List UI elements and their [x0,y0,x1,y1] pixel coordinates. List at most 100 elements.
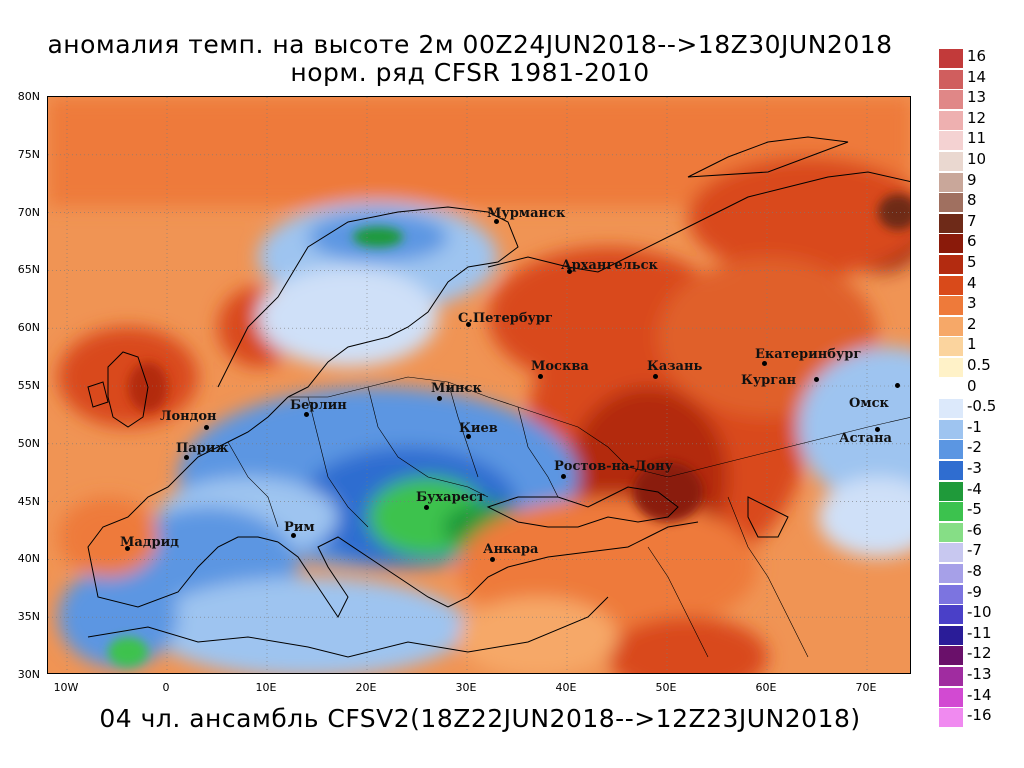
city-label-bucharest: Бухарест [416,490,485,505]
city-label-kyiv: Киев [459,421,498,436]
colorbar-label: -1 [967,417,982,436]
city-marker-astana [875,427,880,432]
colorbar-swatch [939,440,963,460]
lat-label-75n: 75N [17,148,40,161]
colorbar-label: 16 [967,47,987,65]
colorbar-label: -3 [967,459,982,477]
colorbar-label: -7 [967,541,982,560]
city-label-omsk: Омск [849,396,889,411]
lat-label-70n: 70N [17,206,40,219]
colorbar-label: 12 [967,108,987,127]
city-marker-kurgan [814,377,819,382]
city-marker-bucharest [424,505,429,510]
colorbar-swatch [939,687,963,707]
colorbar-swatch [939,316,963,336]
colorbar-swatch [939,584,963,604]
colorbar-label: -6 [967,520,982,539]
map-canvas [48,97,910,673]
ensemble-caption: 04 чл. ансамбль CFSV2(18Z22JUN2018-->12Z… [99,704,861,733]
lat-label-65n: 65N [17,263,40,276]
lon-label-30e: 30E [455,681,477,694]
colorbar-swatch [939,605,963,625]
colorbar-swatch [939,275,963,295]
colorbar-swatch [939,234,963,254]
colorbar-label: 8 [967,191,977,210]
colorbar-swatch [939,481,963,501]
colorbar-swatch [939,502,963,522]
colorbar-label: -2 [967,438,982,457]
colorbar-label: 14 [967,67,987,86]
colorbar-label: 4 [967,273,977,292]
city-marker-madrid [125,546,130,551]
colorbar-swatch [939,419,963,439]
colorbar-label: 11 [967,129,987,148]
colorbar-swatch [939,625,963,645]
city-marker-paris [184,455,189,460]
lon-label-10e: 10E [255,681,277,694]
map-title: аномалия темп. на высоте 2м 00Z24JUN2018… [47,30,893,59]
temperature-anomaly-map [47,96,911,674]
city-label-paris: Париж [176,441,229,456]
lon-label-60e: 60E [755,681,777,694]
colorbar-label: -0.5 [967,397,997,416]
city-marker-murmansk [494,219,499,224]
colorbar-label: -8 [967,562,982,580]
colorbar-swatch [939,543,963,563]
city-label-kazan: Казань [647,359,703,374]
colorbar-label: 3 [967,294,977,313]
colorbar-label: -14 [967,685,992,704]
lat-label-30n: 30N [17,668,40,681]
city-label-st-petersburg: С.Петербург [458,311,553,326]
colorbar-swatch [939,522,963,542]
colorbar-swatch [939,90,963,110]
colorbar-label: -11 [967,623,992,642]
city-label-yekaterinburg: Екатеринбург [755,347,862,362]
colorbar-swatch [939,378,963,398]
colorbar-label: 1 [967,335,977,354]
colorbar-label: 2 [967,314,977,333]
city-marker-kyiv [466,434,471,439]
city-label-arkhangelsk: Архангельск [561,258,658,273]
lat-label-40n: 40N [17,552,40,565]
city-marker-arkhangelsk [567,269,572,274]
colorbar-label: 0.5 [967,356,991,374]
colorbar-swatch [939,131,963,151]
city-label-astana: Астана [839,431,892,446]
colorbar-label: -10 [967,603,992,622]
lon-label-20e: 20E [355,681,377,694]
city-label-minsk: Минск [431,381,482,396]
city-label-kurgan: Курган [741,373,797,388]
colorbar-swatch [939,69,963,89]
colorbar-label: 7 [967,211,977,230]
city-label-murmansk: Мурманск [487,206,566,221]
city-marker-kazan [653,374,658,379]
city-marker-yekaterinburg [762,361,767,366]
lon-label-70e: 70E [855,681,877,694]
lon-label-0: 0 [162,681,170,694]
colorbar-swatch [939,337,963,357]
colorbar-swatch [939,110,963,130]
colorbar-label: 6 [967,232,977,251]
anomaly-field [48,97,910,673]
colorbar-swatch [939,172,963,192]
lon-label-50e: 50E [655,681,677,694]
city-marker-omsk [895,383,900,388]
city-label-moscow: Москва [531,359,589,374]
colorbar-swatch [939,399,963,419]
colorbar-swatch [939,708,963,728]
city-label-ankara: Анкара [483,542,539,557]
coastlines [87,136,910,658]
lat-label-60n: 60N [17,321,40,334]
colorbar-label: -13 [967,665,992,683]
city-marker-rome [291,533,296,538]
lat-label-55n: 55N [17,379,40,392]
colorbar-swatch [939,564,963,583]
colorbar-swatch [939,358,963,377]
colorbar-swatch [939,296,963,316]
city-marker-minsk [437,396,442,401]
lat-label-80n: 80N [17,90,40,103]
colorbar-swatch [939,255,963,274]
colorbar-label: 13 [967,88,987,107]
colorbar-swatch [939,213,963,233]
city-label-berlin: Берлин [290,398,347,413]
